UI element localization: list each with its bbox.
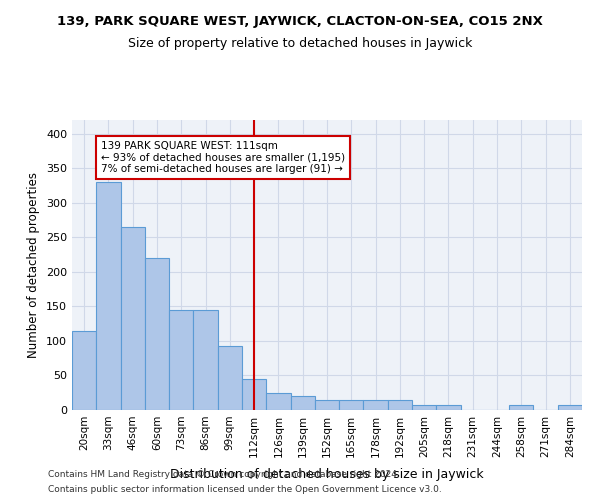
X-axis label: Distribution of detached houses by size in Jaywick: Distribution of detached houses by size … bbox=[170, 468, 484, 481]
Bar bbox=[266, 392, 290, 410]
Bar bbox=[169, 310, 193, 410]
Bar bbox=[193, 310, 218, 410]
Bar bbox=[364, 400, 388, 410]
Bar bbox=[242, 379, 266, 410]
Bar bbox=[315, 400, 339, 410]
Text: Contains HM Land Registry data © Crown copyright and database right 2024.: Contains HM Land Registry data © Crown c… bbox=[48, 470, 400, 479]
Text: Contains public sector information licensed under the Open Government Licence v3: Contains public sector information licen… bbox=[48, 485, 442, 494]
Bar bbox=[558, 405, 582, 410]
Text: 139, PARK SQUARE WEST, JAYWICK, CLACTON-ON-SEA, CO15 2NX: 139, PARK SQUARE WEST, JAYWICK, CLACTON-… bbox=[57, 15, 543, 28]
Bar bbox=[72, 330, 96, 410]
Text: Size of property relative to detached houses in Jaywick: Size of property relative to detached ho… bbox=[128, 38, 472, 51]
Bar bbox=[436, 405, 461, 410]
Bar bbox=[96, 182, 121, 410]
Bar bbox=[339, 400, 364, 410]
Bar bbox=[145, 258, 169, 410]
Bar bbox=[290, 396, 315, 410]
Text: 139 PARK SQUARE WEST: 111sqm
← 93% of detached houses are smaller (1,195)
7% of : 139 PARK SQUARE WEST: 111sqm ← 93% of de… bbox=[101, 140, 345, 174]
Y-axis label: Number of detached properties: Number of detached properties bbox=[28, 172, 40, 358]
Bar bbox=[412, 405, 436, 410]
Bar bbox=[218, 346, 242, 410]
Bar bbox=[388, 400, 412, 410]
Bar bbox=[121, 227, 145, 410]
Bar bbox=[509, 405, 533, 410]
